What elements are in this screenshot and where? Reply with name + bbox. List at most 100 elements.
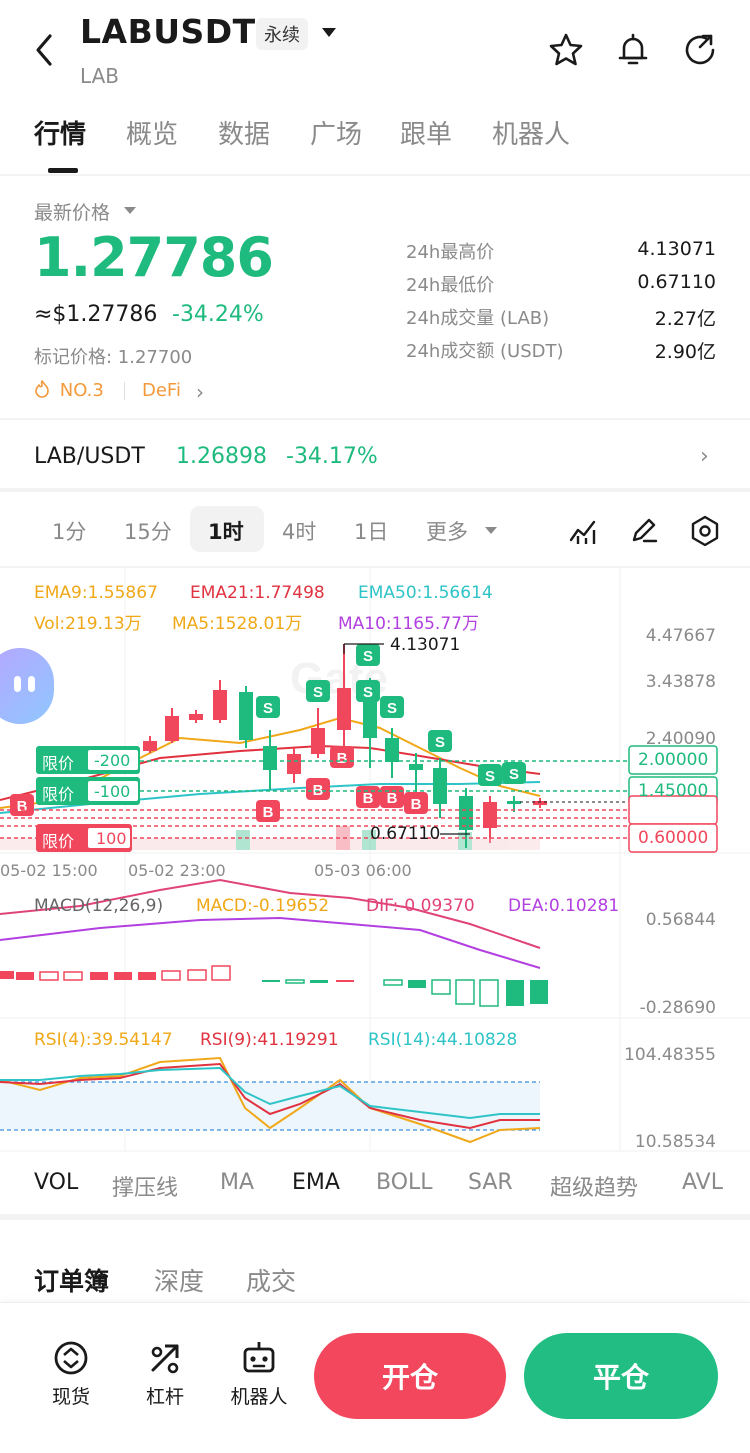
indicator-sar[interactable]: SAR xyxy=(468,1170,513,1195)
divider xyxy=(0,1214,750,1220)
svg-text:B: B xyxy=(363,790,374,807)
tab-data[interactable]: 数据 xyxy=(218,120,271,150)
close-position-button[interactable]: 平仓 xyxy=(524,1333,718,1419)
stat-high-value: 4.13071 xyxy=(637,238,716,260)
kline-chart[interactable]: Gate S S S S S S S xyxy=(0,568,750,1158)
macd-axis-top: 0.56844 xyxy=(645,910,716,930)
rsi9-value: RSI(9):41.19291 xyxy=(200,1030,339,1050)
stat-high-label: 24h最高价 xyxy=(406,242,495,263)
latest-price-label[interactable]: 最新价格 xyxy=(34,202,111,224)
svg-text:S: S xyxy=(435,734,445,751)
order-price-tag[interactable]: 1.45000 xyxy=(638,781,709,801)
spot-swap-icon xyxy=(51,1338,91,1378)
stat-turnover-label: 24h成交额 (USDT) xyxy=(406,341,564,362)
indicator-support-resistance[interactable]: 撑压线 xyxy=(112,1176,179,1201)
rank-label: NO.3 xyxy=(59,380,104,401)
stat-low-value: 0.67110 xyxy=(637,271,716,293)
tab-trades[interactable]: 成交 xyxy=(246,1267,297,1296)
indicator-avl[interactable]: AVL xyxy=(682,1170,723,1195)
last-price: 1.27786 xyxy=(34,226,274,289)
indicator-boll[interactable]: BOLL xyxy=(376,1170,433,1195)
more-caret-icon[interactable] xyxy=(485,527,497,534)
leverage-button[interactable]: 杠杆 xyxy=(120,1338,210,1418)
order-qty-label[interactable]: -100 xyxy=(94,782,131,801)
mark-price: 标记价格: 1.27700 xyxy=(34,347,193,368)
alert-bell-icon[interactable] xyxy=(616,32,650,68)
svg-text:B: B xyxy=(263,804,274,821)
svg-text:S: S xyxy=(263,700,273,717)
tab-orderbook[interactable]: 订单簿 xyxy=(34,1267,110,1296)
active-tab-indicator xyxy=(48,168,78,173)
indicator-icon[interactable] xyxy=(568,516,600,546)
stat-volume-value: 2.27亿 xyxy=(654,308,716,330)
chevron-right-icon[interactable]: › xyxy=(196,380,204,404)
interval-15m[interactable]: 15分 xyxy=(124,520,172,544)
chevron-right-icon[interactable]: › xyxy=(700,444,709,469)
tab-bots[interactable]: 机器人 xyxy=(492,120,571,150)
order-qty-label[interactable]: 100 xyxy=(96,829,127,848)
ema9-legend: EMA9:1.55867 xyxy=(34,583,158,603)
rank-tag[interactable]: NO.3 xyxy=(34,380,104,401)
order-type-label[interactable]: 限价 xyxy=(42,832,75,851)
stat-low-label: 24h最低价 xyxy=(406,275,495,296)
indicator-supertrend[interactable]: 超级趋势 xyxy=(550,1176,639,1201)
tab-copy-trading[interactable]: 跟单 xyxy=(400,120,453,150)
order-price-tag[interactable]: 0.60000 xyxy=(638,828,709,848)
divider xyxy=(0,418,750,420)
chart-settings-icon[interactable] xyxy=(688,514,722,548)
draw-pencil-icon[interactable] xyxy=(628,514,660,546)
price-axis-tick: 4.47667 xyxy=(645,626,716,646)
indicator-ma[interactable]: MA xyxy=(220,1170,255,1195)
rsi4-value: RSI(4):39.54147 xyxy=(34,1030,173,1050)
favorite-star-icon[interactable] xyxy=(548,32,584,68)
svg-text:S: S xyxy=(313,684,323,701)
divider xyxy=(0,488,750,492)
spot-pair-price: 1.26898 xyxy=(176,444,267,469)
low-price-marker: 0.67110 xyxy=(370,824,441,844)
order-price-tag[interactable]: 2.00000 xyxy=(638,750,709,770)
open-position-button[interactable]: 开仓 xyxy=(314,1333,506,1419)
price-type-caret-icon[interactable] xyxy=(124,207,136,214)
svg-text:B: B xyxy=(17,798,28,815)
price-change-percent: -34.24% xyxy=(172,302,264,327)
contract-type-badge[interactable]: 永续 xyxy=(256,18,308,50)
assistant-bot-icon[interactable] xyxy=(0,648,54,724)
indicator-vol[interactable]: VOL xyxy=(34,1170,79,1195)
bot-label: 机器人 xyxy=(230,1386,288,1408)
tab-depth[interactable]: 深度 xyxy=(154,1267,205,1296)
rsi14-value: RSI(14):44.10828 xyxy=(368,1030,518,1050)
category-tag[interactable]: DeFi xyxy=(142,380,181,401)
time-axis-tick: 05-02 15:00 xyxy=(0,861,98,880)
dea-value: DEA:0.10281 xyxy=(508,896,620,916)
back-button[interactable] xyxy=(30,30,64,70)
order-qty-label[interactable]: -200 xyxy=(94,751,131,770)
time-axis-tick: 05-02 23:00 xyxy=(128,861,226,880)
dif-line xyxy=(0,878,541,949)
svg-text:B: B xyxy=(337,750,348,767)
order-type-label[interactable]: 限价 xyxy=(42,785,75,804)
flame-icon xyxy=(34,380,56,401)
spot-button[interactable]: 现货 xyxy=(26,1338,116,1418)
svg-text:S: S xyxy=(509,766,519,783)
share-icon[interactable] xyxy=(682,32,718,68)
interval-active-bg xyxy=(190,506,264,552)
interval-1d[interactable]: 1日 xyxy=(354,520,389,544)
robot-icon xyxy=(239,1338,279,1378)
time-axis-tick: 05-03 06:00 xyxy=(314,861,412,880)
interval-1m[interactable]: 1分 xyxy=(52,520,87,544)
pair-title[interactable]: LABUSDT xyxy=(80,12,256,51)
interval-1h[interactable]: 1时 xyxy=(208,520,244,544)
bot-button[interactable]: 机器人 xyxy=(214,1338,304,1418)
vol-legend: Vol:219.13万 xyxy=(34,614,142,634)
pair-dropdown-caret-icon[interactable] xyxy=(322,28,336,37)
ema50-legend: EMA50:1.56614 xyxy=(358,583,493,603)
tab-market[interactable]: 行情 xyxy=(34,120,87,150)
order-type-label[interactable]: 限价 xyxy=(42,754,75,773)
interval-4h[interactable]: 4时 xyxy=(282,520,317,544)
leverage-icon xyxy=(145,1338,185,1378)
tab-overview[interactable]: 概览 xyxy=(126,120,179,150)
interval-more[interactable]: 更多 xyxy=(426,520,468,544)
tab-square[interactable]: 广场 xyxy=(310,120,363,150)
rsi-axis-bottom: 10.58534 xyxy=(634,1132,716,1152)
indicator-ema[interactable]: EMA xyxy=(292,1170,340,1195)
